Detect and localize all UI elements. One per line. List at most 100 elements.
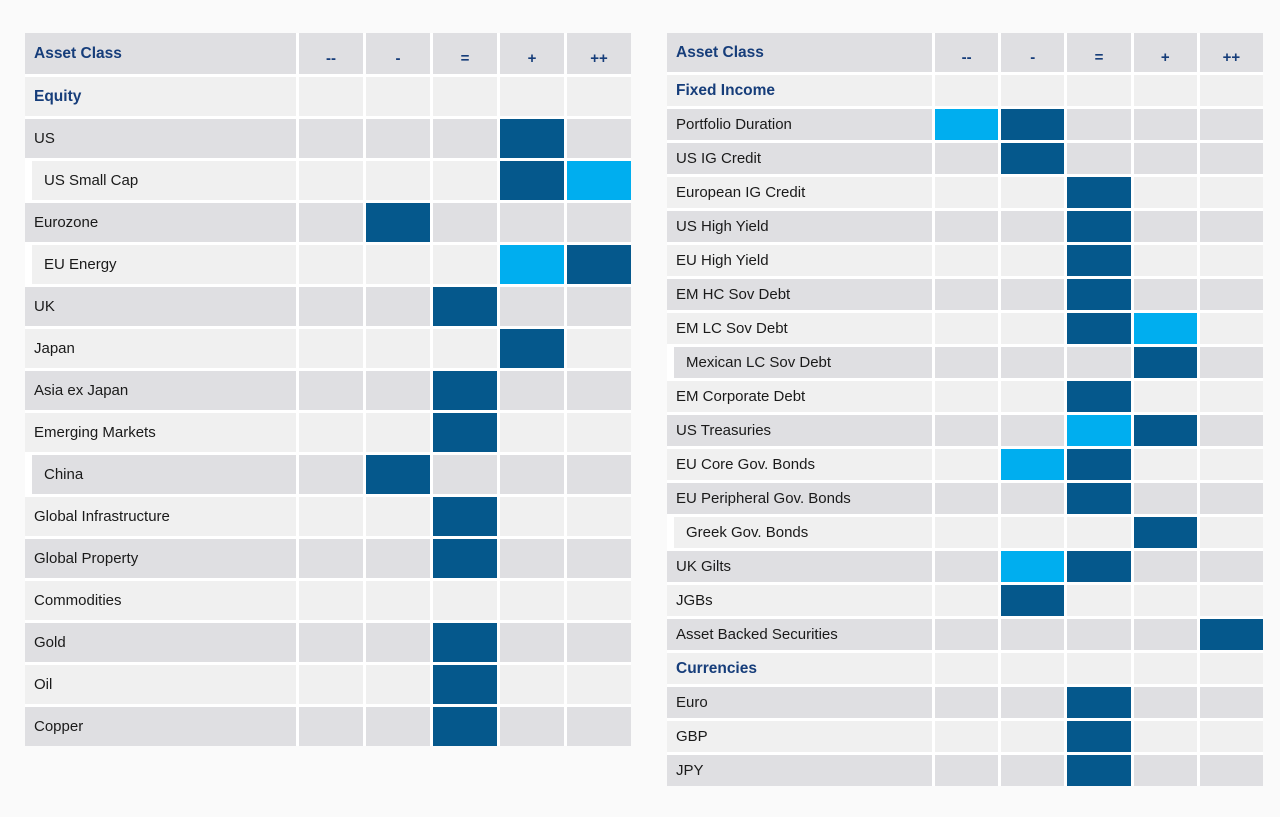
matrix-cell [935, 687, 999, 718]
matrix-cell [1133, 245, 1197, 276]
column-header-weight-3: + [500, 33, 564, 74]
matrix-cell [1199, 279, 1263, 310]
position-mark-dark [1001, 585, 1065, 616]
row-label: UK Gilts [667, 551, 932, 582]
matrix-cell [1133, 177, 1197, 208]
matrix-cell [366, 287, 430, 326]
matrix-cell [1199, 75, 1263, 106]
matrix-cell [1001, 653, 1065, 684]
column-header-weight-3: + [1133, 33, 1197, 72]
table-row: Gold [25, 623, 631, 662]
matrix-cell [1199, 755, 1263, 786]
matrix-cell [500, 707, 564, 746]
position-mark-dark [1001, 143, 1065, 174]
table-row: US High Yield [667, 211, 1263, 242]
row-label: Global Property [25, 539, 296, 578]
matrix-cell [299, 161, 363, 200]
matrix-cell [1001, 313, 1065, 344]
matrix-cell [433, 203, 497, 242]
matrix-cell [567, 581, 631, 620]
matrix-cell [500, 665, 564, 704]
matrix-cell [1067, 347, 1131, 378]
position-mark-dark [1067, 313, 1131, 344]
table-row: GBP [667, 721, 1263, 752]
matrix-cell [567, 371, 631, 410]
row-label: Asia ex Japan [25, 371, 296, 410]
matrix-cell [366, 119, 430, 158]
row-label: US [25, 119, 296, 158]
position-mark-light [500, 245, 564, 284]
matrix-cell [500, 413, 564, 452]
matrix-cell [1133, 75, 1197, 106]
position-mark-dark [433, 287, 497, 326]
fixed-income-currencies-table: Asset Class -- - = + ++ Fixed Income Portfolio … [667, 33, 1263, 786]
table-row: Oil [25, 665, 631, 704]
row-label: Commodities [25, 581, 296, 620]
row-label: China [32, 455, 296, 494]
matrix-cell [366, 665, 430, 704]
matrix-cell [567, 707, 631, 746]
position-mark-dark [1067, 279, 1131, 310]
section-row: Currencies [667, 653, 1263, 684]
position-mark-dark [433, 413, 497, 452]
matrix-cell [1133, 619, 1197, 650]
position-mark-dark [433, 707, 497, 746]
table-row: UK [25, 287, 631, 326]
row-label: US IG Credit [667, 143, 932, 174]
column-header-weight-2: = [433, 33, 497, 74]
matrix-cell [1199, 449, 1263, 480]
matrix-cell [935, 653, 999, 684]
position-mark-light [1001, 551, 1065, 582]
matrix-cell [366, 623, 430, 662]
table-row: Portfolio Duration [667, 109, 1263, 140]
matrix-cell [433, 581, 497, 620]
position-mark-dark [1133, 415, 1197, 446]
section-row: Fixed Income [667, 75, 1263, 106]
matrix-cell [935, 75, 999, 106]
table-row: US Treasuries [667, 415, 1263, 446]
table-header-asset-class: Asset Class [667, 33, 932, 72]
matrix-cell [567, 119, 631, 158]
row-label: Oil [25, 665, 296, 704]
matrix-cell [433, 119, 497, 158]
matrix-cell [1133, 449, 1197, 480]
matrix-cell [935, 517, 999, 548]
matrix-cell [1001, 415, 1065, 446]
matrix-cell [299, 245, 363, 284]
matrix-cell [299, 77, 363, 116]
table-row: Greek Gov. Bonds [667, 517, 1263, 548]
matrix-cell [935, 619, 999, 650]
matrix-cell [299, 413, 363, 452]
matrix-cell [366, 539, 430, 578]
matrix-cell [366, 161, 430, 200]
position-mark-dark [567, 245, 631, 284]
matrix-cell [1199, 245, 1263, 276]
table-row: Commodities [25, 581, 631, 620]
matrix-cell [1067, 653, 1131, 684]
matrix-cell [1199, 415, 1263, 446]
position-mark-light [1133, 313, 1197, 344]
matrix-cell [366, 413, 430, 452]
row-label: GBP [667, 721, 932, 752]
matrix-cell [500, 581, 564, 620]
position-mark-dark [1067, 381, 1131, 412]
position-mark-dark [1133, 517, 1197, 548]
position-mark-light [1001, 449, 1065, 480]
matrix-cell [366, 707, 430, 746]
matrix-cell [1199, 653, 1263, 684]
table-header-row: Asset Class -- - = + ++ [25, 33, 631, 74]
position-mark-dark [1067, 687, 1131, 718]
row-label: Japan [25, 329, 296, 368]
table-row: EM Corporate Debt [667, 381, 1263, 412]
matrix-cell [299, 203, 363, 242]
matrix-cell [1199, 143, 1263, 174]
matrix-cell [299, 497, 363, 536]
table-row: EM HC Sov Debt [667, 279, 1263, 310]
table-row: Asia ex Japan [25, 371, 631, 410]
row-label: US Small Cap [32, 161, 296, 200]
matrix-cell [1001, 755, 1065, 786]
table-row: Global Property [25, 539, 631, 578]
matrix-cell [567, 497, 631, 536]
matrix-cell [1199, 109, 1263, 140]
